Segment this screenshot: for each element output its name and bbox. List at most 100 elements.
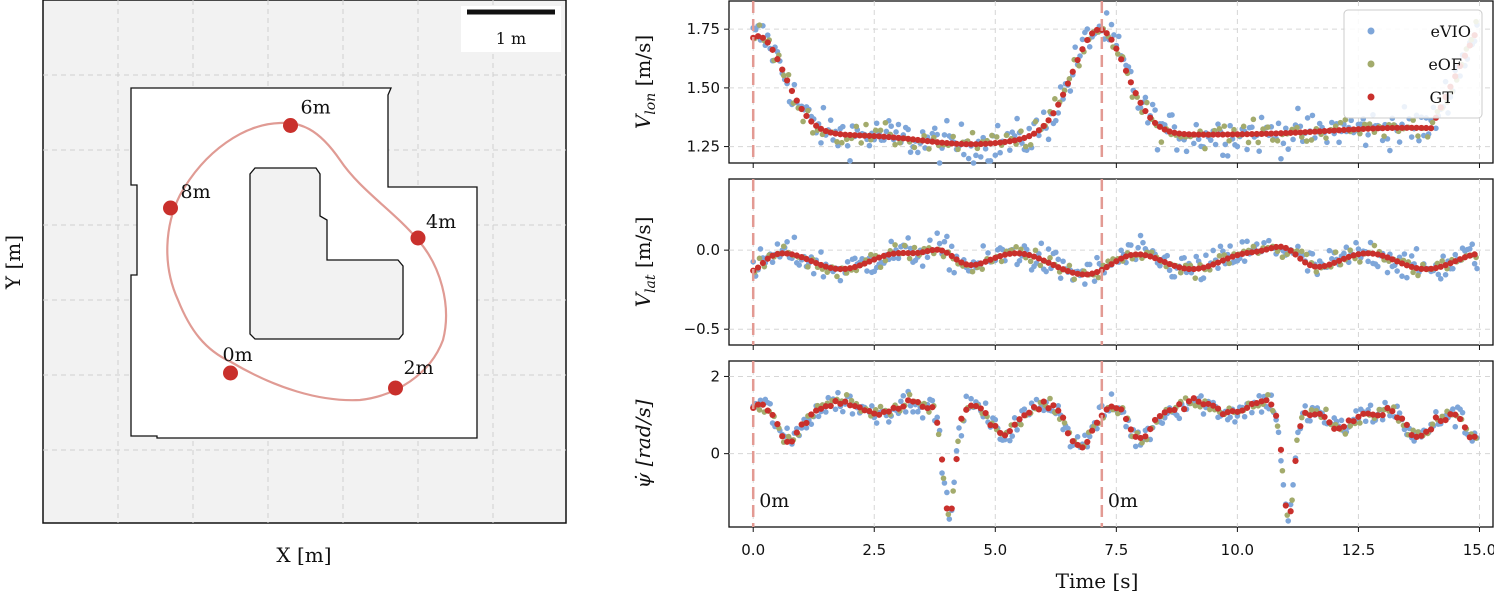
panel-yawrate: 2 0 ψ̇ [rad/s] 0m 0m bbox=[631, 360, 1494, 532]
point-eof bbox=[911, 244, 918, 251]
point-eof bbox=[950, 133, 956, 140]
point-eof bbox=[1095, 274, 1102, 281]
point-evio bbox=[939, 470, 945, 476]
point-gt bbox=[788, 87, 796, 95]
point-evio bbox=[1103, 10, 1110, 16]
point-eof bbox=[1265, 124, 1271, 130]
point-gt bbox=[1069, 438, 1076, 445]
point-gt bbox=[798, 421, 805, 428]
point-gt bbox=[929, 246, 936, 254]
point-gt bbox=[1239, 250, 1246, 257]
point-evio bbox=[919, 263, 926, 269]
point-gt bbox=[1229, 408, 1236, 415]
point-gt bbox=[1379, 412, 1386, 419]
point-evio bbox=[1152, 107, 1158, 113]
point-gt bbox=[1122, 415, 1130, 423]
point-gt bbox=[924, 248, 931, 255]
point-gt bbox=[827, 264, 834, 272]
point-gt bbox=[1248, 249, 1256, 256]
point-gt bbox=[1389, 124, 1396, 132]
point-evio bbox=[1128, 242, 1134, 248]
point-evio bbox=[1091, 278, 1098, 284]
point-evio bbox=[1227, 243, 1233, 249]
start-annotation: 0m bbox=[1108, 490, 1138, 512]
ytick-label-vlon: 1.25 bbox=[687, 138, 720, 156]
point-gt bbox=[1461, 424, 1469, 431]
point-gt bbox=[1132, 251, 1139, 258]
point-gt bbox=[1408, 124, 1415, 131]
point-evio bbox=[982, 400, 989, 406]
point-evio bbox=[948, 243, 955, 250]
point-gt bbox=[1234, 408, 1241, 415]
point-evio bbox=[1055, 110, 1062, 116]
point-eof bbox=[1439, 258, 1445, 264]
panel-vlat: 0.0 −0.5 Vlat [m/s] bbox=[631, 178, 1494, 350]
point-gt bbox=[1151, 119, 1159, 127]
point-eof bbox=[1294, 437, 1300, 443]
point-evio bbox=[968, 395, 974, 402]
point-evio bbox=[1404, 274, 1410, 281]
point-gt bbox=[784, 438, 791, 445]
point-eof bbox=[955, 146, 961, 153]
point-gt bbox=[1331, 127, 1338, 134]
point-gt bbox=[987, 140, 994, 147]
point-gt bbox=[972, 141, 980, 148]
point-evio bbox=[1365, 131, 1371, 138]
point-evio bbox=[1045, 246, 1052, 252]
point-evio bbox=[1399, 273, 1405, 279]
point-eof bbox=[1313, 269, 1320, 275]
point-eof bbox=[1269, 137, 1276, 143]
point-gt bbox=[1243, 249, 1251, 257]
point-gt bbox=[1026, 251, 1033, 259]
point-gt bbox=[1021, 250, 1028, 258]
point-gt bbox=[1219, 257, 1226, 264]
point-gt bbox=[1059, 266, 1067, 273]
point-evio bbox=[1379, 416, 1386, 423]
point-evio bbox=[1033, 396, 1040, 403]
point-evio bbox=[1256, 392, 1262, 399]
point-evio bbox=[796, 262, 803, 268]
point-evio bbox=[825, 394, 832, 401]
point-gt bbox=[1176, 130, 1183, 137]
point-gt bbox=[1190, 265, 1197, 273]
point-gt bbox=[1360, 410, 1367, 417]
point-gt bbox=[885, 408, 892, 415]
point-evio bbox=[764, 32, 771, 38]
point-gt bbox=[1335, 257, 1343, 264]
point-gt bbox=[1239, 131, 1246, 138]
point-gt bbox=[1253, 130, 1260, 138]
point-gt bbox=[1001, 251, 1009, 258]
point-gt bbox=[1326, 419, 1333, 426]
point-eof bbox=[892, 242, 898, 248]
point-gt bbox=[1122, 253, 1130, 260]
point-evio bbox=[818, 140, 824, 146]
point-eof bbox=[1410, 427, 1416, 434]
point-eof bbox=[1376, 406, 1383, 413]
map-panel: 1 m 0m 2m 4m 6m 8m X [m] Y [m] bbox=[1, 0, 567, 567]
point-gt bbox=[1219, 131, 1226, 138]
point-gt bbox=[1248, 131, 1256, 138]
point-evio bbox=[1060, 258, 1066, 265]
point-gt bbox=[1195, 131, 1202, 138]
legend-marker-gt bbox=[1367, 93, 1375, 101]
point-gt bbox=[1461, 254, 1469, 261]
point-gt bbox=[1045, 117, 1052, 124]
point-evio bbox=[1452, 251, 1459, 258]
point-evio bbox=[1137, 104, 1144, 111]
point-gt bbox=[871, 132, 878, 140]
point-gt bbox=[1166, 128, 1173, 135]
point-evio bbox=[1135, 244, 1141, 251]
point-gt bbox=[1432, 264, 1439, 272]
point-evio bbox=[1171, 124, 1178, 130]
point-evio bbox=[1416, 137, 1422, 144]
point-gt bbox=[938, 247, 946, 254]
xtick-label: 15.0 bbox=[1463, 541, 1494, 559]
point-gt bbox=[1069, 68, 1076, 75]
point-gt bbox=[1016, 250, 1023, 257]
point-evio bbox=[1241, 413, 1248, 420]
point-gt bbox=[1161, 126, 1168, 133]
point-gt bbox=[1394, 414, 1401, 421]
point-evio bbox=[997, 149, 1003, 156]
ytick-label-vlat: 0.0 bbox=[696, 241, 720, 259]
point-gt bbox=[1030, 130, 1038, 137]
